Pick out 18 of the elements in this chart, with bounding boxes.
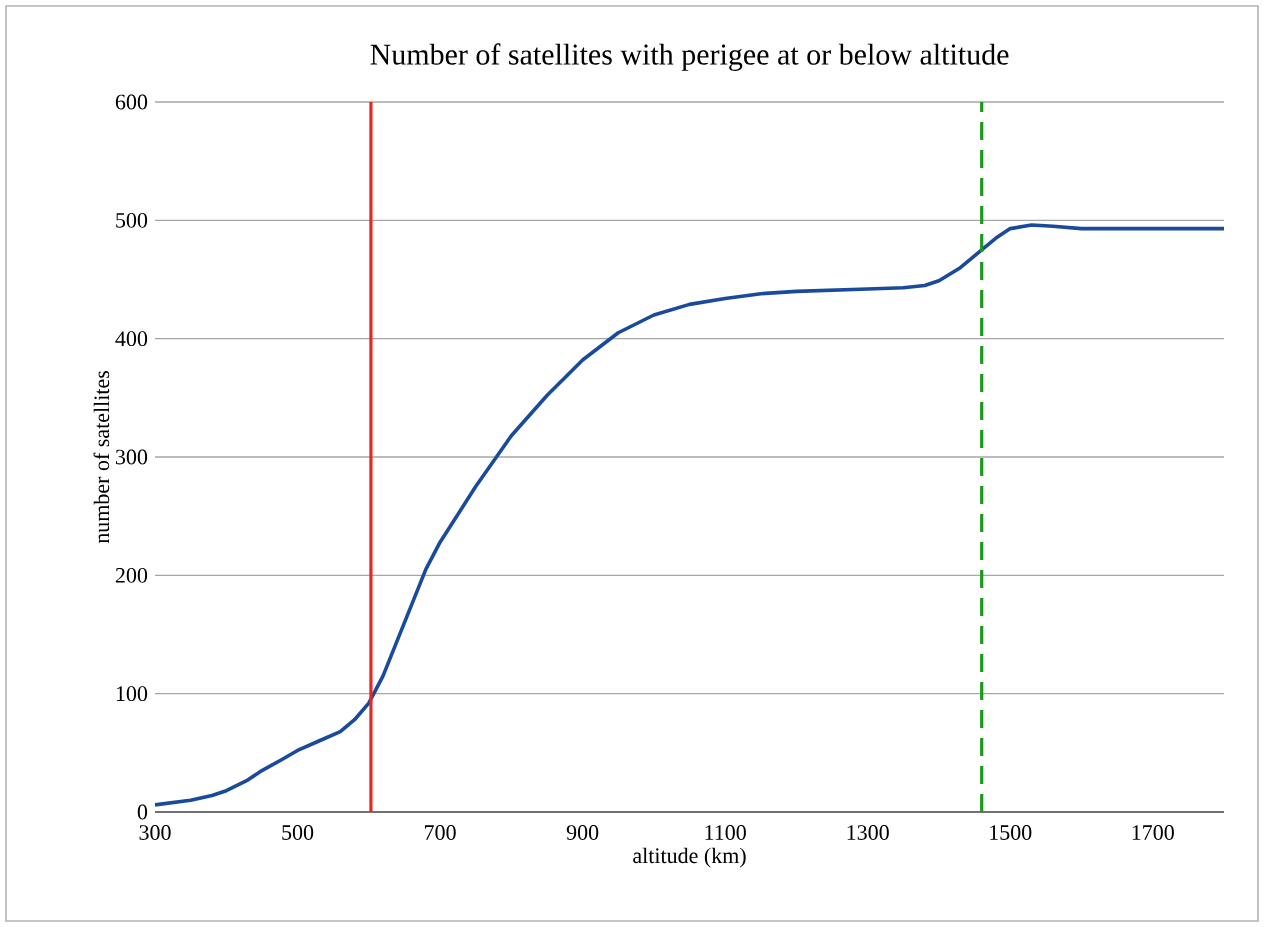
y-tick-label: 200 (115, 567, 148, 583)
x-axis-title: altitude (km) (633, 847, 746, 868)
y-tick-label: 100 (116, 686, 148, 702)
x-tick-label: 900 (566, 825, 599, 840)
x-tick-label: 500 (282, 825, 314, 840)
x-tick-label: 1500 (990, 825, 1032, 840)
x-tick-label: 300 (139, 825, 171, 840)
chart-title: Number of satellites with perigee at or below altitude (370, 43, 1009, 71)
x-tick-label: 1100 (705, 825, 746, 840)
y-tick-label: 0 (137, 804, 148, 820)
y-axis-title: number of satellites (93, 371, 110, 544)
x-tick-label: 700 (425, 825, 456, 840)
y-tick-label: 500 (116, 212, 148, 228)
y-tick-label: 300 (116, 449, 148, 465)
y-tick-label: 600 (115, 94, 148, 110)
x-tick-label: 1700 (1132, 825, 1174, 840)
y-tick-label: 400 (115, 331, 148, 347)
x-tick-label: 1300 (847, 825, 889, 840)
